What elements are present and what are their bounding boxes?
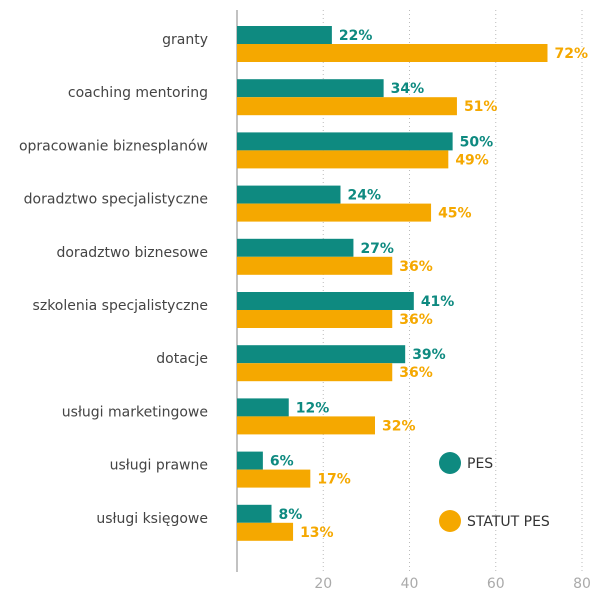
category-label: dotacje (156, 351, 208, 367)
value-label: 36% (399, 365, 433, 381)
x-tick-label: 80 (573, 576, 591, 592)
category-label: coaching mentoring (68, 85, 208, 101)
legend-marker (439, 452, 461, 474)
value-label: 24% (348, 188, 382, 204)
bar (237, 398, 289, 417)
legend-label: PES (467, 456, 493, 472)
bar (237, 185, 341, 204)
category-label: granty (162, 32, 208, 48)
bar (237, 292, 414, 310)
category-label: usługi księgowe (96, 511, 208, 527)
bar (237, 345, 406, 364)
bar (237, 310, 393, 328)
category-label: doradztwo specjalistyczne (24, 192, 208, 208)
bar (237, 522, 294, 541)
value-label: 32% (382, 418, 416, 434)
value-label: 72% (555, 46, 589, 62)
category-label: usługi prawne (110, 458, 208, 474)
bar (237, 504, 272, 523)
bar (237, 150, 449, 169)
x-tick-label: 20 (314, 576, 332, 592)
category-label: szkolenia specjalistyczne (33, 298, 208, 314)
bar (237, 416, 375, 435)
value-label: 36% (399, 312, 433, 328)
value-label: 6% (270, 454, 294, 470)
value-label: 36% (399, 259, 433, 275)
bar (237, 132, 453, 151)
legend-label: STATUT PES (467, 514, 550, 530)
value-label: 45% (438, 206, 472, 222)
bar (237, 44, 548, 62)
x-tick-label: 40 (401, 576, 419, 592)
value-label: 34% (391, 81, 425, 97)
value-label: 12% (296, 400, 330, 416)
bar (237, 256, 393, 275)
bar (237, 469, 311, 488)
category-label: opracowanie biznesplanów (19, 138, 208, 154)
bar (237, 203, 432, 222)
value-label: 27% (360, 241, 394, 257)
category-label: doradztwo biznesowe (56, 245, 208, 261)
value-label: 13% (300, 525, 334, 541)
value-label: 39% (412, 347, 446, 363)
bar (237, 26, 332, 44)
value-label: 41% (421, 294, 455, 310)
legend-marker (439, 510, 461, 532)
bar (237, 79, 384, 98)
bar (237, 363, 393, 382)
x-tick-label: 60 (487, 576, 505, 592)
category-label: usługi marketingowe (62, 404, 208, 420)
bar (237, 238, 354, 257)
value-label: 17% (317, 472, 351, 488)
value-label: 8% (279, 507, 303, 523)
bar (237, 97, 457, 116)
value-label: 51% (464, 99, 498, 115)
bar (237, 451, 263, 470)
value-label: 50% (460, 134, 494, 150)
value-label: 49% (455, 152, 489, 168)
value-label: 22% (339, 28, 373, 44)
